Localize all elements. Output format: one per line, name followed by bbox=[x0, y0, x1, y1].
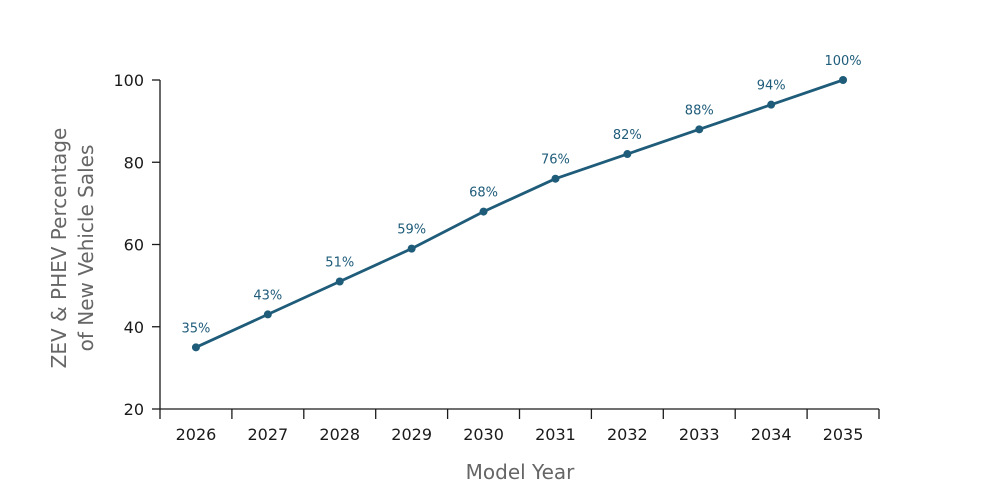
axes bbox=[159, 80, 879, 410]
y-tick-label: 40 bbox=[124, 318, 144, 337]
data-point bbox=[191, 343, 200, 352]
data-label: 82% bbox=[613, 128, 642, 143]
x-tick-label: 2026 bbox=[176, 425, 217, 444]
data-label: 35% bbox=[181, 321, 210, 336]
y-tick-label: 80 bbox=[124, 153, 144, 172]
data-label: 100% bbox=[824, 54, 861, 69]
data-point bbox=[767, 100, 776, 109]
data-label: 43% bbox=[253, 288, 282, 303]
data-point bbox=[839, 76, 848, 84]
data-point bbox=[335, 277, 344, 286]
data-point bbox=[551, 174, 560, 183]
data-point bbox=[695, 125, 704, 134]
data-label: 68% bbox=[469, 186, 498, 201]
data-point bbox=[479, 207, 488, 216]
y-tick-label: 60 bbox=[124, 236, 144, 255]
x-tick-label: 2035 bbox=[823, 425, 864, 444]
x-axis-title: Model Year bbox=[466, 460, 576, 484]
data-label: 94% bbox=[757, 79, 786, 94]
series-line bbox=[194, 78, 845, 349]
data-label: 59% bbox=[397, 223, 426, 238]
data-point bbox=[407, 244, 416, 253]
y-ticks: 20 40 60 80 100 bbox=[113, 71, 160, 419]
x-ticks: 2026 2027 2028 2029 2030 2031 2032 2033 2034 2035 bbox=[159, 409, 880, 444]
x-tick-label: 2031 bbox=[535, 425, 576, 444]
data-point bbox=[623, 150, 632, 159]
x-tick-label: 2030 bbox=[463, 425, 504, 444]
y-axis-title-line1: ZEV & PHEV Percentage bbox=[47, 128, 71, 369]
x-tick-label: 2029 bbox=[391, 425, 432, 444]
data-label: 76% bbox=[541, 153, 570, 168]
y-tick-label: 100 bbox=[113, 71, 144, 90]
y-axis-title-line2: of New Vehicle Sales bbox=[74, 145, 98, 352]
x-tick-label: 2033 bbox=[679, 425, 720, 444]
x-tick-label: 2028 bbox=[319, 425, 360, 444]
x-tick-label: 2027 bbox=[247, 425, 288, 444]
y-tick-label: 20 bbox=[124, 400, 144, 419]
x-tick-label: 2034 bbox=[751, 425, 792, 444]
data-label: 88% bbox=[685, 103, 714, 118]
data-labels: 35% 43% 51% 59% 68% 76% 82% 88% 94% 100% bbox=[181, 54, 861, 336]
x-tick-label: 2032 bbox=[607, 425, 648, 444]
series bbox=[191, 76, 848, 352]
data-point bbox=[263, 310, 272, 319]
data-label: 51% bbox=[325, 256, 354, 271]
